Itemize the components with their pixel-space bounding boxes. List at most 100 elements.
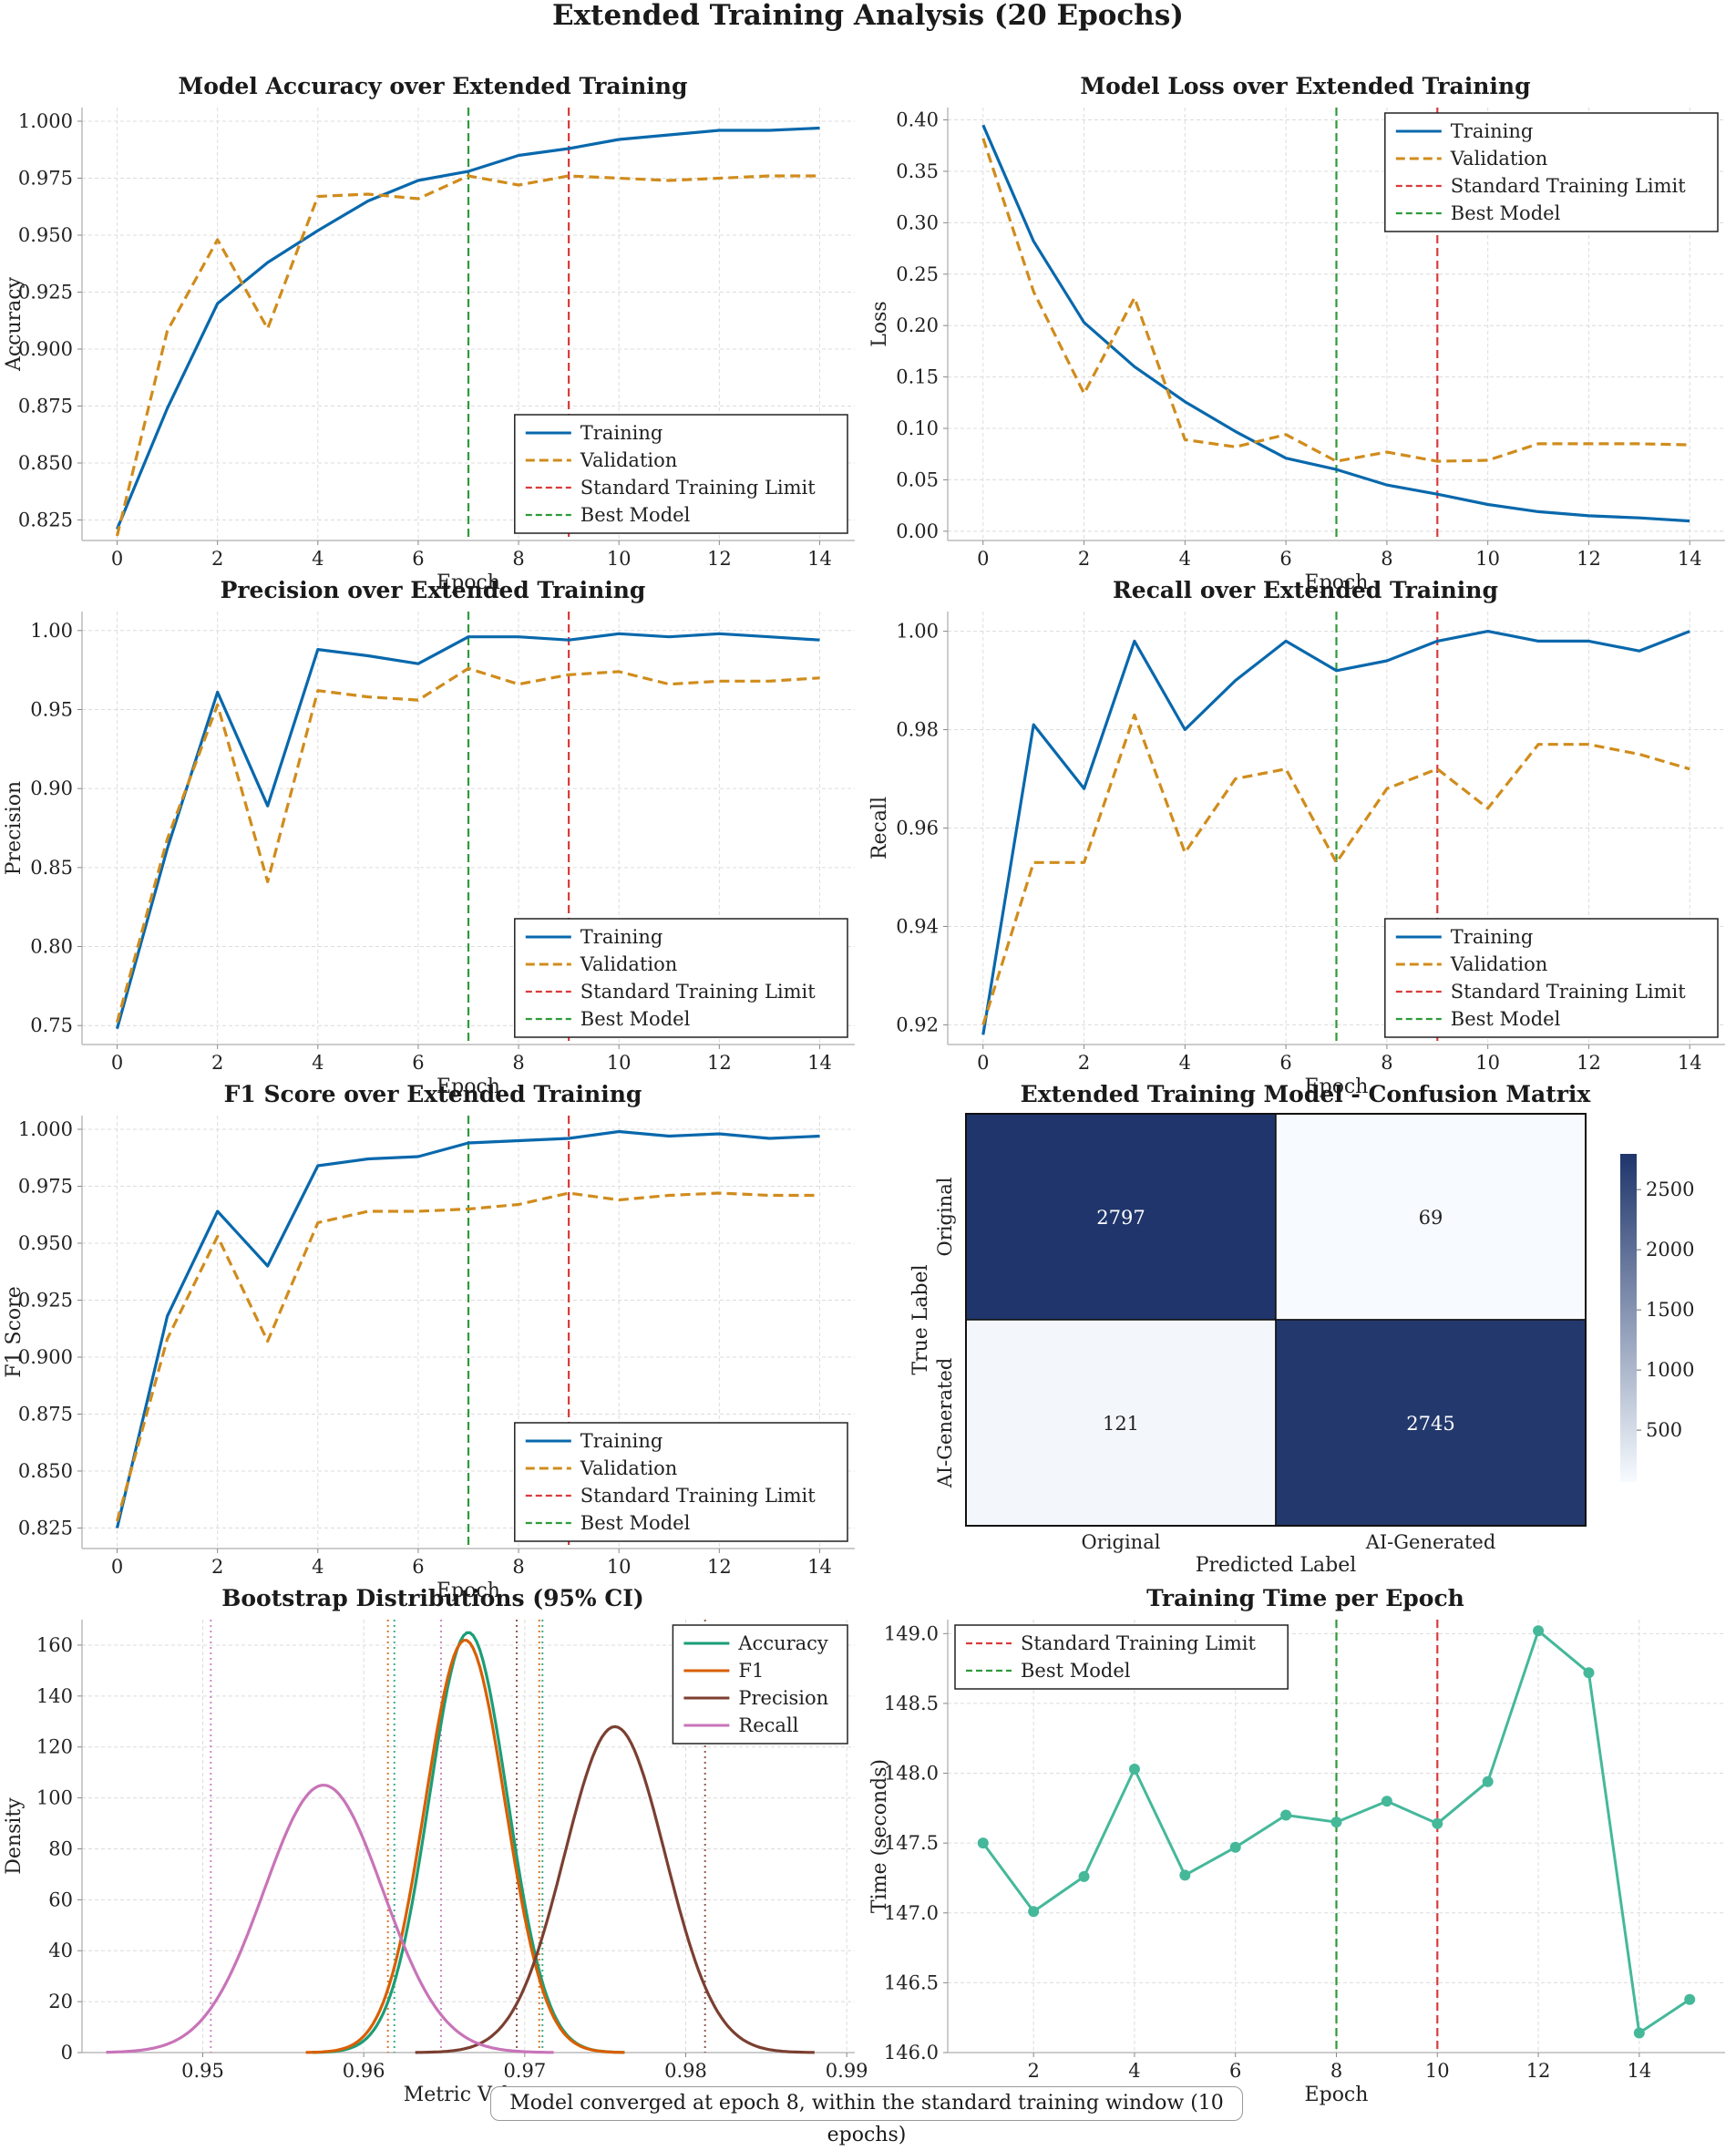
y-tick-label: 146.5: [884, 1971, 939, 1993]
x-tick-label: 6: [412, 1052, 424, 1074]
time-point: [1633, 2027, 1645, 2039]
y-tick-label: 80: [48, 1837, 73, 1859]
legend-label: Precision: [738, 1687, 828, 1709]
y-tick-label: 0.40: [896, 109, 939, 131]
x-tick-label: 0: [977, 548, 989, 570]
validation-line: [981, 138, 1690, 463]
x-tick-label: 10: [607, 548, 632, 570]
y-tick-label: 0.98: [896, 719, 939, 741]
accuracy-plot: 0 2 4 6 8 10 12 14 0.825 0.850 0.875 0.900 0.925 0.95…: [3, 108, 855, 594]
y-tick-label: 0.90: [30, 777, 73, 799]
confusion-matrix: Extended Training Model - Confusion Matr…: [875, 1081, 1736, 1582]
y-tick-label: 0.850: [18, 1460, 73, 1482]
y-tick-label: 0.825: [18, 509, 73, 531]
colorbar-tick-label: 1000: [1646, 1359, 1694, 1381]
x-tick-label: 12: [707, 1052, 732, 1074]
y-axis-label: Precision: [3, 781, 26, 875]
x-tick-label: 2: [211, 1556, 223, 1578]
training-line: [115, 1129, 820, 1528]
time-plot: 2 4 6 8 10 12 14 146.0 146.5 147.0 147.5 148.0 148.5…: [868, 1620, 1725, 2106]
axes: 2 4 6 8 10 12 14 146.0 146.5 147.0 147.5 148.0 148.5…: [868, 1620, 1725, 2106]
y-tick-label: 1.000: [18, 110, 73, 132]
matrix-cell-value: 2797: [1096, 1207, 1145, 1229]
y-axis-label: Time (seconds): [868, 1759, 891, 1913]
x-tick-label: 14: [1678, 1052, 1702, 1074]
loss-chart-title: Model Loss over Extended Training: [1080, 73, 1531, 99]
time-point: [1128, 1763, 1140, 1775]
column-label: Original: [1082, 1531, 1161, 1553]
legend-label: Validation: [1450, 148, 1547, 170]
f1-density-curve: [305, 1639, 625, 2054]
y-tick-label: 0.925: [18, 1290, 73, 1312]
legend-label: F1: [738, 1660, 764, 1682]
x-tick-label: 10: [1425, 2060, 1450, 2082]
validation-line: [115, 1191, 820, 1522]
legend-label: Validation: [580, 953, 677, 975]
legend-label: Validation: [1450, 953, 1547, 975]
x-tick-label: 10: [1475, 1052, 1500, 1074]
x-tick-label: 14: [807, 1556, 832, 1578]
x-tick-label: 0: [977, 1052, 989, 1074]
x-tick-label: 4: [312, 548, 324, 570]
y-axis-label: F1 Score: [3, 1286, 26, 1377]
x-axis-label: Epoch: [437, 571, 500, 594]
validation-line: [115, 666, 820, 1024]
legend-box: [1384, 112, 1719, 232]
time-point: [1432, 1817, 1443, 1829]
y-tick-label: 0.75: [30, 1014, 73, 1036]
x-tick-label: 6: [1279, 1052, 1291, 1074]
x-tick-label: 12: [1526, 2060, 1551, 2082]
legend: Training Validation Standard Training Limi…: [514, 918, 848, 1038]
x-axis-label: Predicted Label: [1196, 1554, 1357, 1577]
legend-label: Standard Training Limit: [1451, 981, 1686, 1003]
legend-label: Training: [580, 422, 663, 444]
time-point: [1583, 1667, 1595, 1679]
validation-line: [115, 174, 820, 537]
matrix-cell-value: 121: [1103, 1413, 1139, 1435]
confusion-plot: 2797 69 121 2745 Original AI-Generated Origina…: [909, 1113, 1694, 1577]
x-tick-label: 4: [1179, 1052, 1191, 1074]
y-tick-label: 0.95: [30, 698, 73, 720]
x-tick-label: 8: [1330, 2060, 1342, 2082]
x-tick-label: 2: [1027, 2060, 1039, 2082]
legend-box: [672, 1624, 848, 1744]
column-label: AI-Generated: [1365, 1531, 1496, 1553]
y-axis-label: Recall: [868, 797, 891, 859]
time-point: [1179, 1869, 1191, 1881]
legend-label: Best Model: [580, 504, 691, 526]
y-tick-label: 0.875: [18, 396, 73, 417]
y-tick-label: 147.5: [884, 1832, 939, 1854]
x-tick-label: 0.97: [503, 2060, 546, 2082]
y-tick-label: 0.950: [18, 1232, 73, 1254]
x-tick-label: 8: [1381, 1052, 1392, 1074]
axes: 0 2 4 6 8 10 12 14 0.825 0.850 0.875 0.900 0.925 0.95…: [3, 1116, 855, 1602]
y-axis-label: Accuracy: [3, 276, 26, 372]
row-label: Original: [934, 1177, 956, 1256]
legend-label: Training: [1451, 926, 1534, 948]
x-axis-label: Epoch: [437, 1580, 500, 1602]
x-tick-label: 10: [607, 1556, 632, 1578]
y-tick-label: 0.35: [896, 160, 939, 182]
legend-label: Recall: [738, 1714, 798, 1736]
y-tick-label: 0.85: [30, 857, 73, 879]
legend-label: Standard Training Limit: [580, 1485, 816, 1507]
y-tick-label: 0.15: [896, 366, 939, 388]
y-tick-label: 0: [61, 2042, 73, 2064]
y-tick-label: 0.92: [896, 1014, 939, 1035]
y-tick-label: 0.94: [896, 915, 939, 937]
x-tick-label: 4: [1128, 2060, 1140, 2082]
x-tick-label: 12: [1577, 1052, 1601, 1074]
legend: Training Validation Standard Training Limi…: [1384, 112, 1719, 232]
y-tick-label: 0.950: [18, 224, 73, 246]
training-line: [115, 632, 820, 1030]
time-chart-title: Training Time per Epoch: [1146, 1585, 1464, 1611]
axes: 0.95 0.96 0.97 0.98 0.99 0 20 40 60 80 100 120 140 16…: [3, 1620, 868, 2106]
x-tick-label: 2: [1078, 548, 1090, 570]
matrix-cell-value: 69: [1419, 1207, 1443, 1229]
legend: Training Validation Standard Training Limi…: [1384, 918, 1719, 1038]
legend-label: Training: [1451, 120, 1534, 142]
time-point: [1280, 1809, 1292, 1821]
x-tick-label: 12: [707, 548, 732, 570]
y-tick-label: 40: [48, 1940, 73, 1961]
x-axis-label: Epoch: [1305, 2084, 1369, 2106]
